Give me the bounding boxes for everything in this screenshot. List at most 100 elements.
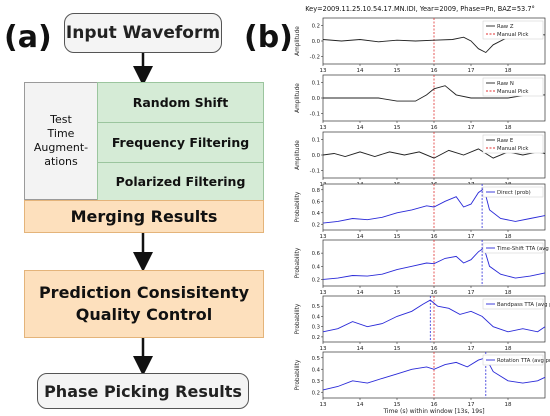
seismic-chart: Key=2009.11.25.10.54.17.MN.IDI, Year=200… (295, 5, 550, 415)
x-tick-label: 13 (320, 125, 327, 131)
y-tick-label: -0.2 (310, 54, 320, 60)
x-tick-label: 14 (357, 68, 364, 74)
legend-box (482, 186, 544, 198)
y-tick-label: 0.2 (312, 222, 320, 228)
series-line (323, 85, 545, 102)
y-tick-label: 0.0 (312, 153, 321, 159)
tta-label-line: Time (47, 127, 75, 140)
y-tick-label: 0.4 (312, 314, 321, 320)
y-tick-label: 0.4 (312, 211, 321, 217)
y-tick-label: 0.6 (312, 251, 321, 257)
y-tick-label: 0.3 (312, 325, 320, 331)
x-tick-label: 13 (320, 68, 327, 74)
x-tick-label: 13 (320, 402, 327, 408)
series-line (322, 299, 546, 333)
augmentation-label: Polarized Filtering (115, 174, 246, 189)
x-tick-label: 15 (394, 234, 401, 240)
legend-label: Raw N (497, 81, 514, 87)
y-axis-label: Amplitude (295, 140, 301, 170)
y-axis-label: Amplitude (295, 83, 301, 113)
merging-results-box: Merging Results (24, 200, 264, 233)
panel-b-label: (b) (244, 20, 293, 55)
phase-picking-results-label: Phase Picking Results (44, 381, 242, 401)
y-tick-label: 0.5 (312, 304, 320, 310)
y-axis-label: Probability (295, 359, 301, 390)
legend-label: Bandpass TTA (avg prob) (497, 302, 550, 308)
y-tick-label: 0.2 (312, 335, 320, 341)
x-tick-label: 16 (431, 290, 438, 296)
legend-box (482, 77, 544, 97)
y-tick-label: 0.4 (312, 264, 321, 270)
y-tick-label: 0.2 (312, 277, 320, 283)
x-tick-label: 15 (394, 125, 401, 131)
x-tick-label: 14 (357, 402, 364, 408)
y-tick-label: 0.5 (312, 356, 320, 362)
x-tick-label: 17 (468, 125, 475, 131)
y-tick-label: 0.8 (312, 188, 321, 194)
legend-box (482, 242, 544, 254)
y-tick-label: -0.1 (310, 168, 320, 174)
x-tick-label: 13 (320, 234, 327, 240)
x-tick-label: 15 (394, 402, 401, 408)
quality-control-box: Prediction Consisitenty Quality Control (24, 270, 264, 338)
flow-arrows (133, 53, 153, 376)
y-tick-label: 0.2 (312, 24, 320, 30)
x-tick-label: 17 (468, 68, 475, 74)
x-tick-label: 17 (468, 402, 475, 408)
series-line (322, 187, 546, 224)
augmentation-random-shift: Random Shift (97, 82, 264, 123)
x-tick-label: 16 (431, 68, 438, 74)
x-tick-label: 15 (394, 68, 401, 74)
x-tick-label: 15 (394, 290, 401, 296)
x-axis-label: Time (s) within window [13s, 19s] (382, 408, 484, 415)
augmentation-label: Random Shift (132, 95, 229, 110)
merging-results-label: Merging Results (70, 207, 218, 226)
augmentation-label: Frequency Filtering (111, 135, 250, 150)
series-line (322, 32, 546, 54)
tta-label-line: Test (50, 113, 72, 126)
x-tick-label: 17 (468, 346, 475, 352)
x-tick-label: 16 (431, 234, 438, 240)
legend-box (482, 20, 544, 40)
legend-label: Manual Pick (497, 89, 529, 95)
augmentation-frequency-filtering: Frequency Filtering (97, 122, 264, 163)
quality-control-line2: Quality Control (75, 305, 213, 324)
legend-box (482, 354, 544, 366)
y-axis-label: Probability (295, 247, 301, 278)
chart-title: Key=2009.11.25.10.54.17.MN.IDI, Year=200… (305, 5, 535, 13)
legend-label: Direct (prob) (497, 190, 531, 196)
input-waveform-label: Input Waveform (65, 23, 221, 43)
legend-label: Raw Z (497, 24, 514, 30)
input-waveform-box: Input Waveform (64, 13, 222, 53)
y-tick-label: 0.0 (312, 39, 321, 45)
x-tick-label: 14 (357, 346, 364, 352)
series-line (322, 247, 546, 280)
x-tick-label: 16 (431, 346, 438, 352)
legend-label: Manual Pick (497, 32, 529, 38)
y-tick-label: -0.1 (310, 111, 320, 117)
x-tick-label: 13 (320, 290, 327, 296)
x-tick-label: 14 (357, 234, 364, 240)
y-tick-label: 0.2 (312, 390, 320, 396)
augmentation-polarized-filtering: Polarized Filtering (97, 162, 264, 201)
x-tick-label: 18 (505, 125, 512, 131)
tta-label-line: Augment- (33, 141, 89, 154)
x-tick-label: 14 (357, 125, 364, 131)
y-tick-label: 0.0 (312, 96, 321, 102)
x-tick-label: 13 (320, 346, 327, 352)
panel-a-label: (a) (4, 20, 52, 55)
x-tick-label: 17 (468, 234, 475, 240)
quality-control-line1: Prediction Consisitenty (38, 283, 250, 302)
legend-label: Time-Shift TTA (avg prob) (496, 246, 550, 252)
x-tick-label: 18 (505, 346, 512, 352)
y-axis-label: Probability (295, 191, 301, 222)
legend-box (482, 298, 544, 310)
y-tick-label: 0.1 (312, 138, 320, 144)
x-tick-label: 16 (431, 125, 438, 131)
x-tick-label: 18 (505, 68, 512, 74)
legend-box (482, 134, 544, 154)
x-tick-label: 16 (431, 402, 438, 408)
x-tick-label: 18 (505, 290, 512, 296)
legend-label: Raw E (497, 138, 514, 144)
y-tick-label: 0.6 (312, 199, 321, 205)
